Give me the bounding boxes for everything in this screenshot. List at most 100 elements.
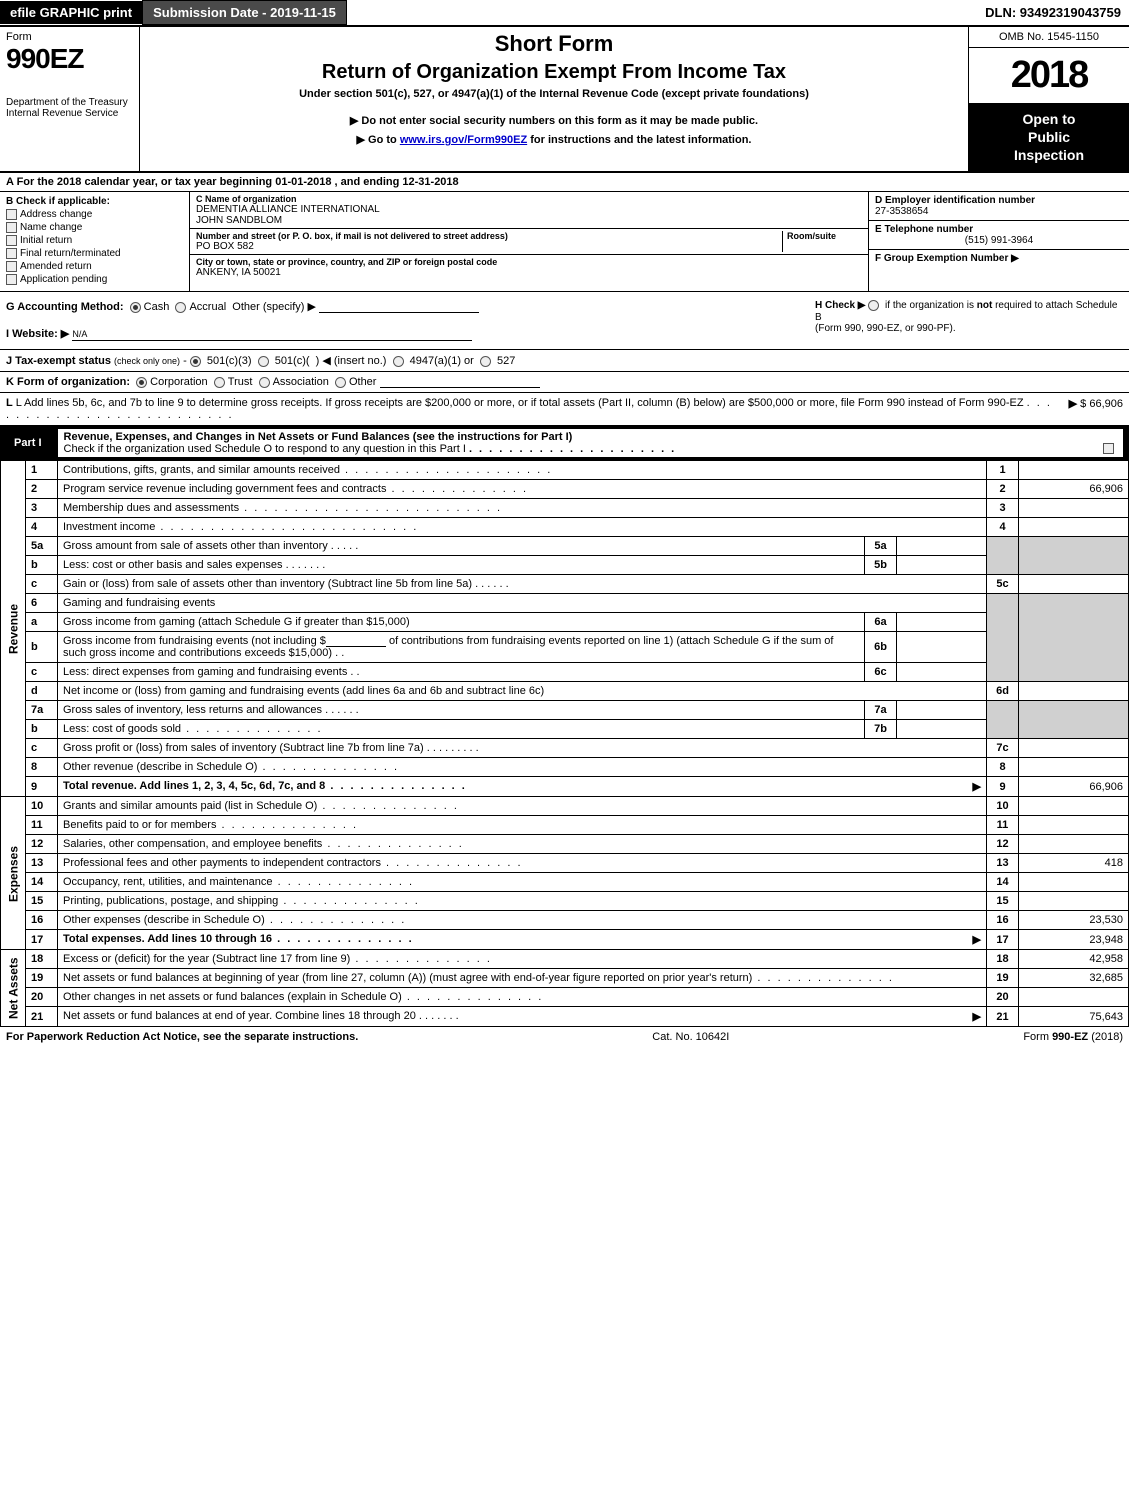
- table-row: Net Assets 18 Excess or (deficit) for th…: [1, 950, 1129, 969]
- radio-cash-icon[interactable]: [130, 302, 141, 313]
- table-row: 6 Gaming and fundraising events: [1, 594, 1129, 613]
- h-text1: H Check ▶: [815, 301, 868, 312]
- tax-year: 2018: [969, 48, 1129, 104]
- irs-link[interactable]: www.irs.gov/Form990EZ: [400, 134, 527, 146]
- part1-header: Part I Revenue, Expenses, and Changes in…: [0, 426, 1129, 460]
- g-left: G Accounting Method: Cash Accrual Other …: [0, 292, 809, 349]
- table-row: b Gross income from fundraising events (…: [1, 632, 1129, 663]
- col-def: D Employer identification number 27-3538…: [869, 192, 1129, 292]
- page-footer: For Paperwork Reduction Act Notice, see …: [0, 1027, 1129, 1047]
- addr-label: Number and street (or P. O. box, if mail…: [196, 231, 782, 241]
- tax-year-begin: 01-01-2018: [275, 176, 331, 188]
- table-row: 17 Total expenses. Add lines 10 through …: [1, 930, 1129, 950]
- open-line2: Public: [1028, 129, 1070, 145]
- header-center: Short Form Return of Organization Exempt…: [140, 27, 969, 171]
- under-section: Under section 501(c), 527, or 4947(a)(1)…: [148, 88, 960, 100]
- checkbox-icon: [6, 248, 17, 259]
- website-value: N/A: [72, 329, 87, 339]
- line-l: L L Add lines 5b, 6c, and 7b to line 9 t…: [0, 393, 1129, 426]
- form-header: Form 990EZ Department of the Treasury In…: [0, 27, 1129, 173]
- g-accrual: Accrual: [189, 301, 226, 313]
- radio-4947-icon[interactable]: [393, 356, 404, 367]
- part1-checkbox-icon[interactable]: [1103, 443, 1114, 454]
- arrow-icon: ▶: [973, 1010, 981, 1023]
- table-row: b Less: cost or other basis and sales ex…: [1, 556, 1129, 575]
- check-application-pending[interactable]: Application pending: [6, 274, 183, 285]
- net-assets-side-label: Net Assets: [1, 950, 26, 1027]
- table-row: c Gain or (loss) from sale of assets oth…: [1, 575, 1129, 594]
- h-checkbox-icon[interactable]: [868, 300, 879, 311]
- part1-label: Part I: [6, 437, 50, 449]
- go-to-pre: ▶ Go to: [357, 134, 400, 146]
- radio-other-icon[interactable]: [335, 377, 346, 388]
- address-row: Number and street (or P. O. box, if mail…: [190, 229, 868, 255]
- radio-501c3-icon[interactable]: [190, 356, 201, 367]
- tax-year-end: 12-31-2018: [402, 176, 458, 188]
- k-other-input[interactable]: [380, 387, 540, 388]
- radio-501c-icon[interactable]: [258, 356, 269, 367]
- radio-accrual-icon[interactable]: [175, 302, 186, 313]
- table-row: d Net income or (loss) from gaming and f…: [1, 682, 1129, 701]
- short-form-title: Short Form: [148, 31, 960, 57]
- table-row: 16 Other expenses (describe in Schedule …: [1, 911, 1129, 930]
- h-text2: if the organization is: [885, 301, 977, 312]
- phone-value: (515) 991-3964: [875, 235, 1123, 246]
- go-to-note: ▶ Go to www.irs.gov/Form990EZ for instru…: [148, 133, 960, 146]
- group-exemption-row: F Group Exemption Number ▶: [869, 250, 1129, 267]
- check-amended-return[interactable]: Amended return: [6, 261, 183, 272]
- dept-treasury: Department of the Treasury Internal Reve…: [6, 97, 133, 119]
- table-row: 7a Gross sales of inventory, less return…: [1, 701, 1129, 720]
- table-row: 9 Total revenue. Add lines 1, 2, 3, 4, 5…: [1, 777, 1129, 797]
- check-initial-return[interactable]: Initial return: [6, 235, 183, 246]
- line-a-mid: , and ending: [335, 176, 403, 188]
- g-cash: Cash: [144, 301, 170, 313]
- f-label: F Group Exemption Number ▶: [875, 253, 1019, 264]
- check-name-change[interactable]: Name change: [6, 222, 183, 233]
- line-g-h: G Accounting Method: Cash Accrual Other …: [0, 292, 1129, 350]
- col-b: B Check if applicable: Address change Na…: [0, 192, 190, 292]
- i-label: I Website: ▶: [6, 328, 69, 340]
- table-row: 21 Net assets or fund balances at end of…: [1, 1007, 1129, 1027]
- check-final-return[interactable]: Final return/terminated: [6, 248, 183, 259]
- efile-print-button[interactable]: efile GRAPHIC print: [0, 1, 142, 24]
- radio-assoc-icon[interactable]: [259, 377, 270, 388]
- radio-corp-icon[interactable]: [136, 377, 147, 388]
- org-person: JOHN SANDBLOM: [196, 215, 862, 226]
- line-a-pre: A For the 2018 calendar year, or tax yea…: [6, 176, 275, 188]
- g-other-input[interactable]: [319, 312, 479, 313]
- table-row: 11 Benefits paid to or for members 11: [1, 816, 1129, 835]
- form-ref: Form 990-EZ (2018): [1023, 1031, 1123, 1043]
- table-row: Revenue 1 Contributions, gifts, grants, …: [1, 461, 1129, 480]
- ein-row: D Employer identification number 27-3538…: [869, 192, 1129, 221]
- arrow-icon: ▶: [973, 933, 981, 946]
- ein-value: 27-3538654: [875, 206, 928, 217]
- expenses-side-label: Expenses: [1, 797, 26, 950]
- open-to-public: Open to Public Inspection: [969, 104, 1129, 171]
- paperwork-notice: For Paperwork Reduction Act Notice, see …: [6, 1031, 358, 1043]
- k-trust: Trust: [228, 376, 253, 388]
- section-bcdef: B Check if applicable: Address change Na…: [0, 192, 1129, 293]
- org-name-row: C Name of organization DEMENTIA ALLIANCE…: [190, 192, 868, 229]
- form-number: 990EZ: [6, 43, 133, 75]
- table-row: 20 Other changes in net assets or fund b…: [1, 988, 1129, 1007]
- org-name: DEMENTIA ALLIANCE INTERNATIONAL: [196, 204, 862, 215]
- header-right: OMB No. 1545-1150 2018 Open to Public In…: [969, 27, 1129, 171]
- line-a: A For the 2018 calendar year, or tax yea…: [0, 173, 1129, 192]
- city-row: City or town, state or province, country…: [190, 255, 868, 280]
- table-row: 2 Program service revenue including gove…: [1, 480, 1129, 499]
- k-label: K Form of organization:: [6, 376, 130, 388]
- line-k: K Form of organization: Corporation Trus…: [0, 372, 1129, 393]
- omb-number: OMB No. 1545-1150: [969, 27, 1129, 48]
- header-left: Form 990EZ Department of the Treasury In…: [0, 27, 140, 171]
- city-value: ANKENY, IA 50021: [196, 267, 862, 278]
- gross-receipts-value: $ 66,906: [1080, 398, 1123, 410]
- table-row: c Less: direct expenses from gaming and …: [1, 663, 1129, 682]
- table-row: 4 Investment income 4: [1, 518, 1129, 537]
- radio-527-icon[interactable]: [480, 356, 491, 367]
- radio-trust-icon[interactable]: [214, 377, 225, 388]
- city-label: City or town, state or province, country…: [196, 257, 862, 267]
- e-label: E Telephone number: [875, 224, 973, 235]
- line-j: J Tax-exempt status (check only one) - 5…: [0, 350, 1129, 372]
- room-label: Room/suite: [787, 231, 862, 241]
- check-address-change[interactable]: Address change: [6, 209, 183, 220]
